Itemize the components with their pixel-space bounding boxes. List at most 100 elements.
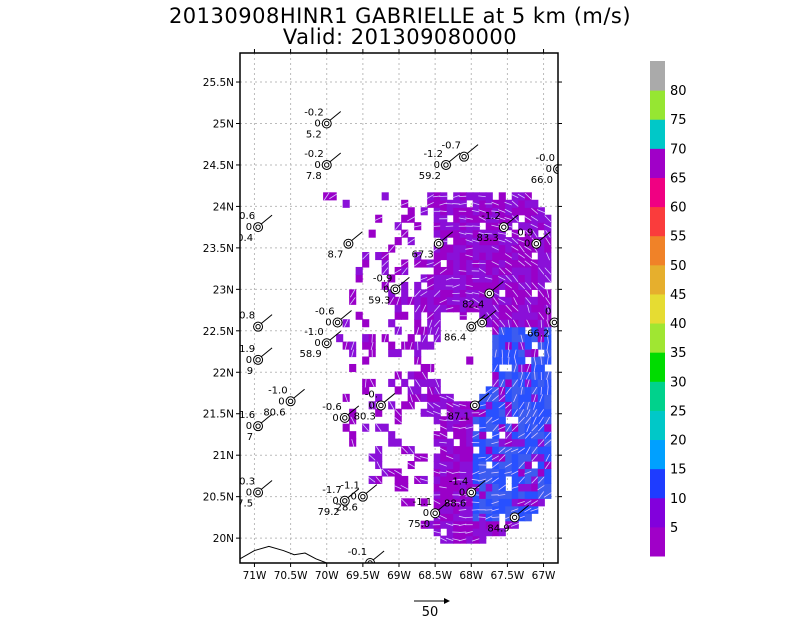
wind-cell bbox=[524, 483, 532, 492]
wind-cell bbox=[505, 244, 513, 253]
wind-cell bbox=[479, 244, 487, 253]
wind-cell bbox=[524, 266, 532, 276]
wind-vector bbox=[478, 216, 487, 222]
wind-vector bbox=[491, 441, 501, 445]
wind-cell bbox=[381, 423, 389, 432]
wind-cell bbox=[524, 274, 532, 283]
wind-cell bbox=[427, 341, 435, 350]
wind-vector bbox=[504, 260, 513, 267]
wind-vector bbox=[492, 379, 499, 387]
wind-cell bbox=[518, 207, 526, 216]
wind-vector bbox=[484, 276, 494, 280]
station-barb bbox=[437, 500, 450, 511]
wind-cell bbox=[453, 416, 461, 425]
y-axis-ticks: 20N 20.5N 21N 21.5N 22N 22.5N 23N 23.5N 24N 24.5N… bbox=[203, 77, 562, 545]
wind-vector bbox=[508, 356, 510, 366]
wind-vector bbox=[500, 378, 505, 388]
station-v: 0 bbox=[314, 338, 320, 349]
wind-cell bbox=[394, 304, 402, 313]
wind-vector bbox=[452, 283, 462, 288]
station-inner-circle bbox=[432, 510, 438, 516]
wind-vector bbox=[499, 319, 506, 328]
wind-cell bbox=[446, 483, 454, 492]
station-circle bbox=[253, 421, 264, 432]
wind-cell bbox=[446, 252, 454, 261]
station-circle bbox=[440, 159, 451, 170]
wind-vector bbox=[511, 194, 520, 199]
wind-cell bbox=[459, 453, 467, 462]
station-value: 9 bbox=[247, 366, 253, 377]
wind-vector bbox=[538, 416, 545, 425]
wind-vector bbox=[445, 537, 455, 542]
wind-cell bbox=[485, 207, 493, 216]
wind-vector bbox=[370, 341, 374, 351]
station-u: -0. bbox=[365, 389, 378, 400]
wind-cell bbox=[505, 393, 513, 402]
station-circle bbox=[321, 118, 332, 129]
wind-cell bbox=[472, 229, 480, 238]
wind-vector bbox=[492, 319, 500, 327]
station-u: -1.0 bbox=[268, 385, 288, 396]
station-barb bbox=[473, 480, 486, 490]
station-u: -1.1 bbox=[340, 481, 360, 492]
wind-vector bbox=[513, 348, 517, 358]
wind-vector bbox=[413, 224, 423, 228]
wind-vector bbox=[510, 485, 520, 490]
colorbar-segment bbox=[650, 235, 665, 266]
wind-vector bbox=[435, 378, 440, 388]
wind-cell bbox=[498, 408, 506, 417]
station-circle bbox=[253, 354, 264, 365]
wind-vector bbox=[526, 378, 530, 388]
station-circle bbox=[357, 491, 368, 502]
wind-cell bbox=[433, 199, 441, 208]
wind-cell bbox=[433, 266, 441, 276]
wind-vector bbox=[524, 192, 532, 200]
wind-cell bbox=[440, 505, 448, 514]
wind-vector bbox=[433, 402, 442, 408]
wind-vector bbox=[533, 363, 536, 373]
wind-vector bbox=[505, 386, 512, 395]
station-circle bbox=[253, 487, 264, 498]
wind-cell bbox=[433, 393, 441, 402]
wind-cell bbox=[388, 274, 396, 283]
wind-vector bbox=[518, 401, 525, 410]
wind-cell bbox=[498, 438, 506, 447]
colorbar-label: 60 bbox=[670, 201, 687, 216]
x-tick-label: 67.5W bbox=[491, 570, 525, 582]
wind-cell bbox=[524, 438, 532, 447]
wind-vector bbox=[531, 282, 539, 290]
x-tick-label: 70W bbox=[315, 570, 339, 582]
station-plot: -0.207.8 bbox=[304, 149, 342, 182]
wind-cell bbox=[440, 520, 448, 529]
wind-cell bbox=[388, 341, 396, 350]
wind-cell bbox=[466, 266, 474, 276]
wind-vector bbox=[501, 348, 503, 358]
station-barb bbox=[347, 405, 360, 416]
station-plots: -0.205.2-0.207.8-0.7-1.2059.2-0.0066.00.… bbox=[239, 107, 558, 563]
y-tick-label: 22.5N bbox=[203, 326, 234, 338]
station-u: 1.9 bbox=[239, 344, 255, 355]
wind-cell bbox=[511, 371, 519, 380]
wind-vector bbox=[426, 283, 435, 289]
wind-vector bbox=[343, 318, 349, 328]
wind-vector bbox=[498, 402, 507, 409]
station-barb bbox=[329, 152, 342, 163]
y-tick-label: 25N bbox=[213, 118, 234, 130]
wind-cell bbox=[537, 296, 545, 305]
wind-cell bbox=[388, 438, 396, 447]
wind-vector bbox=[494, 348, 497, 358]
wind-vector bbox=[518, 282, 526, 290]
station-circle bbox=[498, 222, 509, 233]
wind-vector bbox=[465, 239, 475, 244]
wind-vector bbox=[433, 499, 442, 505]
wind-vector bbox=[401, 230, 409, 238]
wind-cell bbox=[446, 259, 454, 268]
wind-cell bbox=[375, 252, 383, 261]
station-barb bbox=[484, 310, 497, 320]
wind-cell bbox=[537, 222, 545, 231]
station-barb bbox=[351, 231, 363, 242]
wind-vector bbox=[434, 386, 440, 395]
wind-cell bbox=[440, 401, 448, 410]
wind-vector bbox=[465, 530, 475, 534]
station-inner-circle bbox=[255, 224, 261, 230]
